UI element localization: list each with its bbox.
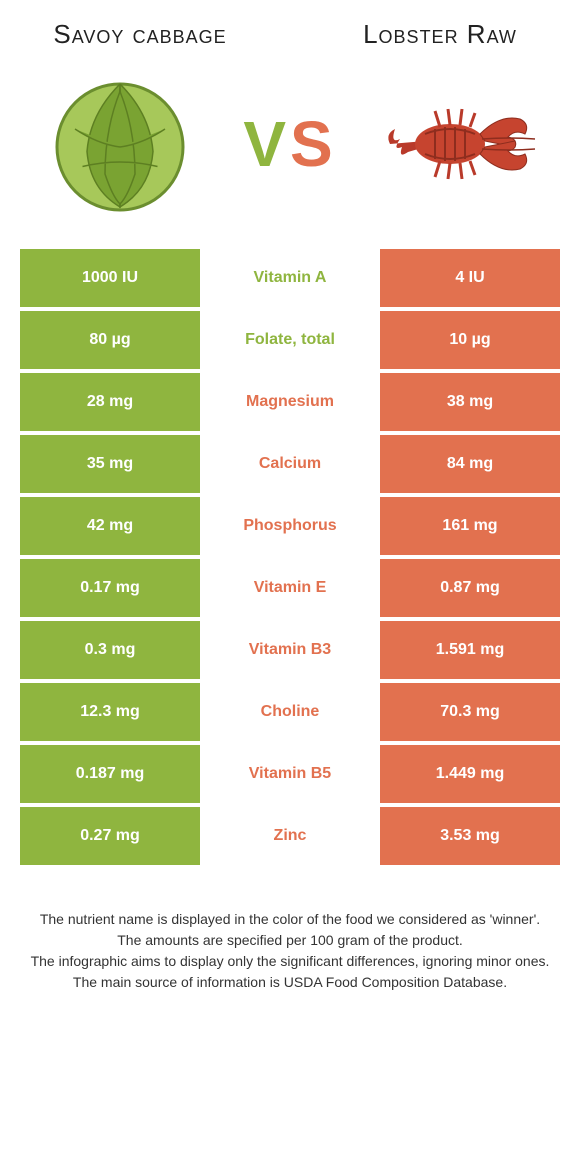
left-value-cell: 12.3 mg [20, 683, 200, 741]
table-row: 80 µgFolate, total10 µg [20, 311, 560, 369]
footer-line: The infographic aims to display only the… [30, 951, 550, 972]
right-value-cell: 70.3 mg [380, 683, 560, 741]
table-row: 35 mgCalcium84 mg [20, 435, 560, 493]
right-value-cell: 10 µg [380, 311, 560, 369]
left-value-cell: 28 mg [20, 373, 200, 431]
footer-line: The amounts are specified per 100 gram o… [30, 930, 550, 951]
left-food-title: Savoy cabbage [40, 20, 240, 49]
right-value-cell: 1.449 mg [380, 745, 560, 803]
left-value-cell: 42 mg [20, 497, 200, 555]
left-value-cell: 0.27 mg [20, 807, 200, 865]
left-value-cell: 35 mg [20, 435, 200, 493]
right-value-cell: 38 mg [380, 373, 560, 431]
footer-line: The nutrient name is displayed in the co… [30, 909, 550, 930]
right-food-title: Lobster Raw [340, 20, 540, 49]
left-value-cell: 80 µg [20, 311, 200, 369]
table-row: 1000 IUVitamin A4 IU [20, 249, 560, 307]
left-value-cell: 0.17 mg [20, 559, 200, 617]
table-row: 12.3 mgCholine70.3 mg [20, 683, 560, 741]
nutrient-table: 1000 IUVitamin A4 IU80 µgFolate, total10… [20, 249, 560, 865]
table-row: 42 mgPhosphorus161 mg [20, 497, 560, 555]
lobster-icon [380, 64, 540, 224]
table-row: 0.3 mgVitamin B31.591 mg [20, 621, 560, 679]
nutrient-name-cell: Vitamin A [200, 249, 380, 307]
nutrient-name-cell: Folate, total [200, 311, 380, 369]
right-value-cell: 84 mg [380, 435, 560, 493]
nutrient-name-cell: Zinc [200, 807, 380, 865]
nutrient-name-cell: Choline [200, 683, 380, 741]
cabbage-icon [40, 64, 200, 224]
right-value-cell: 0.87 mg [380, 559, 560, 617]
vs-row: VS [0, 59, 580, 249]
table-row: 28 mgMagnesium38 mg [20, 373, 560, 431]
nutrient-name-cell: Vitamin B3 [200, 621, 380, 679]
nutrient-name-cell: Phosphorus [200, 497, 380, 555]
nutrient-name-cell: Vitamin E [200, 559, 380, 617]
right-value-cell: 3.53 mg [380, 807, 560, 865]
right-value-cell: 1.591 mg [380, 621, 560, 679]
table-row: 0.17 mgVitamin E0.87 mg [20, 559, 560, 617]
nutrient-name-cell: Magnesium [200, 373, 380, 431]
right-value-cell: 161 mg [380, 497, 560, 555]
vs-label: VS [243, 107, 336, 181]
table-row: 0.27 mgZinc3.53 mg [20, 807, 560, 865]
left-value-cell: 0.3 mg [20, 621, 200, 679]
left-value-cell: 0.187 mg [20, 745, 200, 803]
nutrient-name-cell: Calcium [200, 435, 380, 493]
header: Savoy cabbage Lobster Raw [0, 0, 580, 59]
left-value-cell: 1000 IU [20, 249, 200, 307]
nutrient-name-cell: Vitamin B5 [200, 745, 380, 803]
footer-notes: The nutrient name is displayed in the co… [0, 869, 580, 993]
table-row: 0.187 mgVitamin B51.449 mg [20, 745, 560, 803]
right-value-cell: 4 IU [380, 249, 560, 307]
footer-line: The main source of information is USDA F… [30, 972, 550, 993]
